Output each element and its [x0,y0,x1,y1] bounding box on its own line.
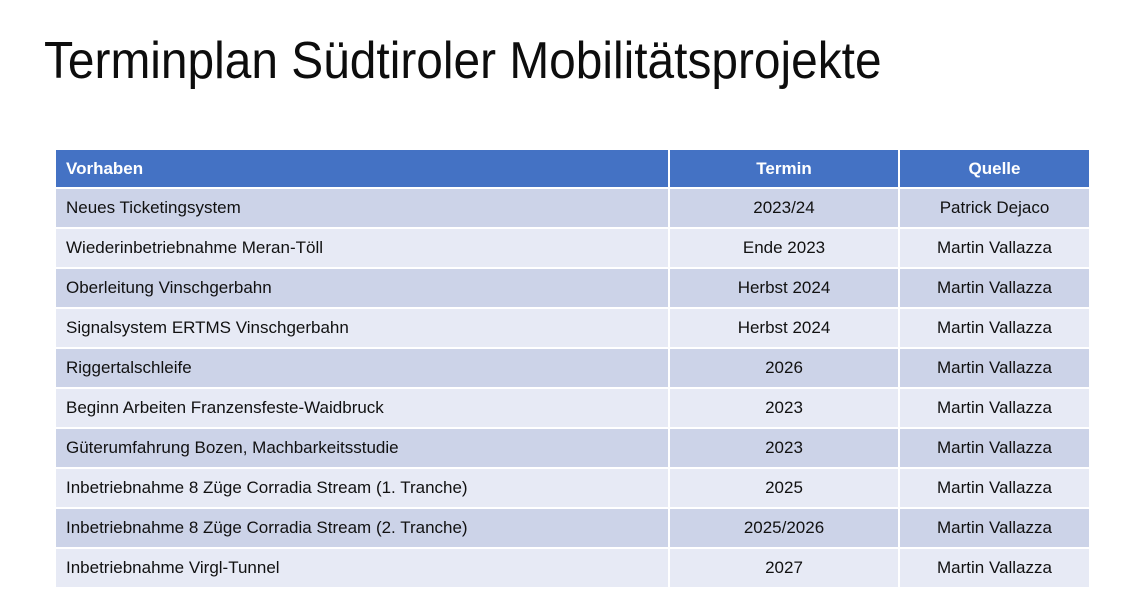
cell-vorhaben: Oberleitung Vinschgerbahn [56,269,670,309]
table-header: Vorhaben Termin Quelle [56,150,1089,189]
table-row: Inbetriebnahme Virgl-Tunnel 2027 Martin … [56,549,1089,587]
cell-quelle: Martin Vallazza [900,309,1089,349]
cell-vorhaben: Wiederinbetriebnahme Meran-Töll [56,229,670,269]
table-row: Beginn Arbeiten Franzensfeste-Waidbruck … [56,389,1089,429]
cell-termin: 2025/2026 [670,509,900,549]
cell-termin: 2023 [670,389,900,429]
cell-vorhaben: Inbetriebnahme 8 Züge Corradia Stream (1… [56,469,670,509]
cell-vorhaben: Inbetriebnahme Virgl-Tunnel [56,549,670,587]
cell-termin: Ende 2023 [670,229,900,269]
schedule-table: Vorhaben Termin Quelle Neues Ticketingsy… [56,150,1089,587]
cell-termin: 2027 [670,549,900,587]
cell-quelle: Patrick Dejaco [900,189,1089,229]
cell-termin: 2023/24 [670,189,900,229]
table-row: Inbetriebnahme 8 Züge Corradia Stream (1… [56,469,1089,509]
table-row: Güterumfahrung Bozen, Machbarkeitsstudie… [56,429,1089,469]
table-row: Oberleitung Vinschgerbahn Herbst 2024 Ma… [56,269,1089,309]
table-row: Riggertalschleife 2026 Martin Vallazza [56,349,1089,389]
cell-quelle: Martin Vallazza [900,549,1089,587]
cell-quelle: Martin Vallazza [900,269,1089,309]
column-header-quelle[interactable]: Quelle [900,150,1089,189]
cell-termin: 2023 [670,429,900,469]
schedule-table-container: Vorhaben Termin Quelle Neues Ticketingsy… [56,150,1089,587]
cell-quelle: Martin Vallazza [900,389,1089,429]
cell-vorhaben: Beginn Arbeiten Franzensfeste-Waidbruck [56,389,670,429]
cell-termin: 2026 [670,349,900,389]
cell-vorhaben: Signalsystem ERTMS Vinschgerbahn [56,309,670,349]
cell-termin: Herbst 2024 [670,309,900,349]
table-header-row: Vorhaben Termin Quelle [56,150,1089,189]
page-title: Terminplan Südtiroler Mobilitätsprojekte [44,32,882,90]
cell-termin: Herbst 2024 [670,269,900,309]
column-header-vorhaben[interactable]: Vorhaben [56,150,670,189]
cell-quelle: Martin Vallazza [900,469,1089,509]
table-row: Inbetriebnahme 8 Züge Corradia Stream (2… [56,509,1089,549]
table-row: Wiederinbetriebnahme Meran-Töll Ende 202… [56,229,1089,269]
cell-quelle: Martin Vallazza [900,509,1089,549]
column-header-termin[interactable]: Termin [670,150,900,189]
table-body: Neues Ticketingsystem 2023/24 Patrick De… [56,189,1089,587]
cell-vorhaben: Güterumfahrung Bozen, Machbarkeitsstudie [56,429,670,469]
cell-termin: 2025 [670,469,900,509]
cell-vorhaben: Riggertalschleife [56,349,670,389]
cell-quelle: Martin Vallazza [900,229,1089,269]
cell-quelle: Martin Vallazza [900,349,1089,389]
cell-quelle: Martin Vallazza [900,429,1089,469]
cell-vorhaben: Inbetriebnahme 8 Züge Corradia Stream (2… [56,509,670,549]
cell-vorhaben: Neues Ticketingsystem [56,189,670,229]
table-row: Neues Ticketingsystem 2023/24 Patrick De… [56,189,1089,229]
table-row: Signalsystem ERTMS Vinschgerbahn Herbst … [56,309,1089,349]
